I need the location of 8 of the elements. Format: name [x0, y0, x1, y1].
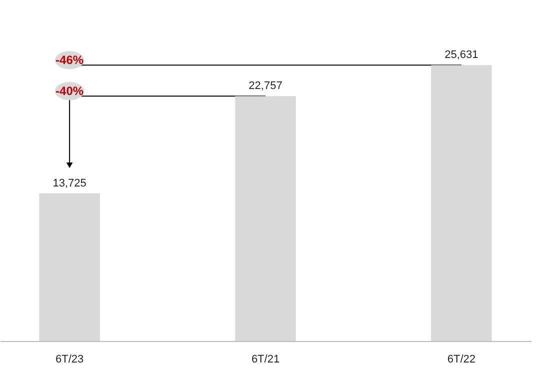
x-tick-label: 6T/22	[447, 354, 476, 366]
data-label: 13,725	[52, 177, 86, 190]
x-tick-label: 6T/21	[251, 354, 280, 366]
annotation: -40%	[56, 84, 84, 98]
data-label: 22,757	[248, 80, 282, 92]
annotation: -46%	[56, 53, 84, 68]
data-label: 25,631	[444, 49, 478, 62]
x-tick-label: 6T/23	[55, 354, 84, 366]
